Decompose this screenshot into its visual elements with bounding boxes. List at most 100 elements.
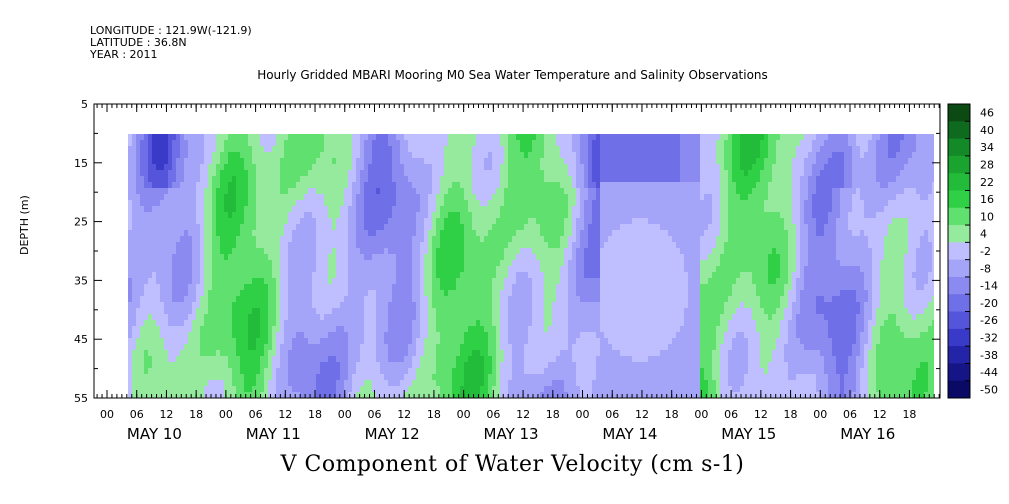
heatmap-cell [260,164,265,171]
heatmap-cell [276,236,281,243]
heatmap-cell [352,242,357,249]
heatmap-cell [244,146,249,153]
heatmap-cell [232,206,237,213]
heatmap-cell [396,254,401,261]
heatmap-cell [296,152,301,159]
heatmap-cell [452,338,457,345]
heatmap-cell [128,212,133,219]
heatmap-cell [272,368,277,375]
heatmap-cell [336,176,341,183]
heatmap-cell [280,182,285,189]
heatmap-cell [192,254,197,261]
heatmap-cell [524,350,529,357]
heatmap-cell [516,152,521,159]
heatmap-cell [368,176,373,183]
heatmap-cell [572,146,577,153]
heatmap-cell [136,314,141,321]
heatmap-cell [304,170,309,177]
heatmap-cell [504,218,509,225]
heatmap-cell [492,200,497,207]
heatmap-cell [452,356,457,363]
heatmap-cell [532,392,537,398]
heatmap-cell [164,344,169,351]
heatmap-cell [560,164,565,171]
heatmap-cell [452,332,457,339]
heatmap-cell [568,230,573,237]
heatmap-cell [216,182,221,189]
heatmap-cell [368,380,373,387]
heatmap-cell [192,200,197,207]
heatmap-cell [292,236,297,243]
heatmap-cell [436,164,441,171]
heatmap-cell [240,164,245,171]
heatmap-cell [196,230,201,237]
heatmap-cell [308,248,313,255]
heatmap-cell [400,218,405,225]
heatmap-cell [496,260,501,267]
heatmap-cell [472,188,477,195]
heatmap-cell [212,290,217,297]
heatmap-cell [480,320,485,327]
heatmap-cell [296,386,301,393]
heatmap-cell [392,380,397,387]
heatmap-cell [364,374,369,381]
heatmap-cell [276,152,281,159]
heatmap-cell [564,320,569,327]
heatmap-cell [340,308,345,315]
heatmap-cell [164,254,169,261]
heatmap-cell [436,188,441,195]
heatmap-cell [492,302,497,309]
heatmap-cell [400,392,405,398]
heatmap-cell [308,350,313,357]
heatmap-cell [520,392,525,398]
heatmap-cell [152,320,157,327]
heatmap-cell [184,188,189,195]
heatmap-cell [384,308,389,315]
heatmap-cell [128,242,133,249]
heatmap-cell [212,230,217,237]
heatmap-cell [164,368,169,375]
heatmap-cell [248,218,253,225]
heatmap-cell [304,230,309,237]
heatmap-cell [368,350,373,357]
heatmap-cell [344,302,349,309]
heatmap-cell [188,146,193,153]
heatmap-cell [328,194,333,201]
heatmap-cell [312,248,317,255]
heatmap-cell [572,308,577,315]
heatmap-cell [512,206,517,213]
heatmap-cell [160,146,165,153]
heatmap-cell [268,224,273,231]
heatmap-cell [272,356,277,363]
heatmap-cell [328,272,333,279]
heatmap-cell [136,380,141,387]
heatmap-cell [252,374,257,381]
heatmap-cell [192,368,197,375]
heatmap-cell [304,296,309,303]
heatmap-cell [140,338,145,345]
heatmap-cell [256,320,261,327]
heatmap-cell [176,296,181,303]
heatmap-cell [136,236,141,243]
heatmap-cell [224,218,229,225]
heatmap-cell [304,146,309,153]
heatmap-cell [568,380,573,387]
heatmap-cell [384,296,389,303]
heatmap-cell [408,338,413,345]
heatmap-cell [416,206,421,213]
heatmap-cell [248,350,253,357]
heatmap-cell [432,170,437,177]
heatmap-cell [364,176,369,183]
heatmap-cell [264,170,269,177]
heatmap-cell [156,212,161,219]
heatmap-cell [432,278,437,285]
heatmap-cell [364,278,369,285]
heatmap-cell [400,320,405,327]
heatmap-cell [200,308,205,315]
heatmap-cell [200,266,205,273]
heatmap-cell [572,380,577,387]
heatmap-cell [216,296,221,303]
heatmap-cell [140,230,145,237]
heatmap-cell [168,224,173,231]
heatmap-cell [536,356,541,363]
